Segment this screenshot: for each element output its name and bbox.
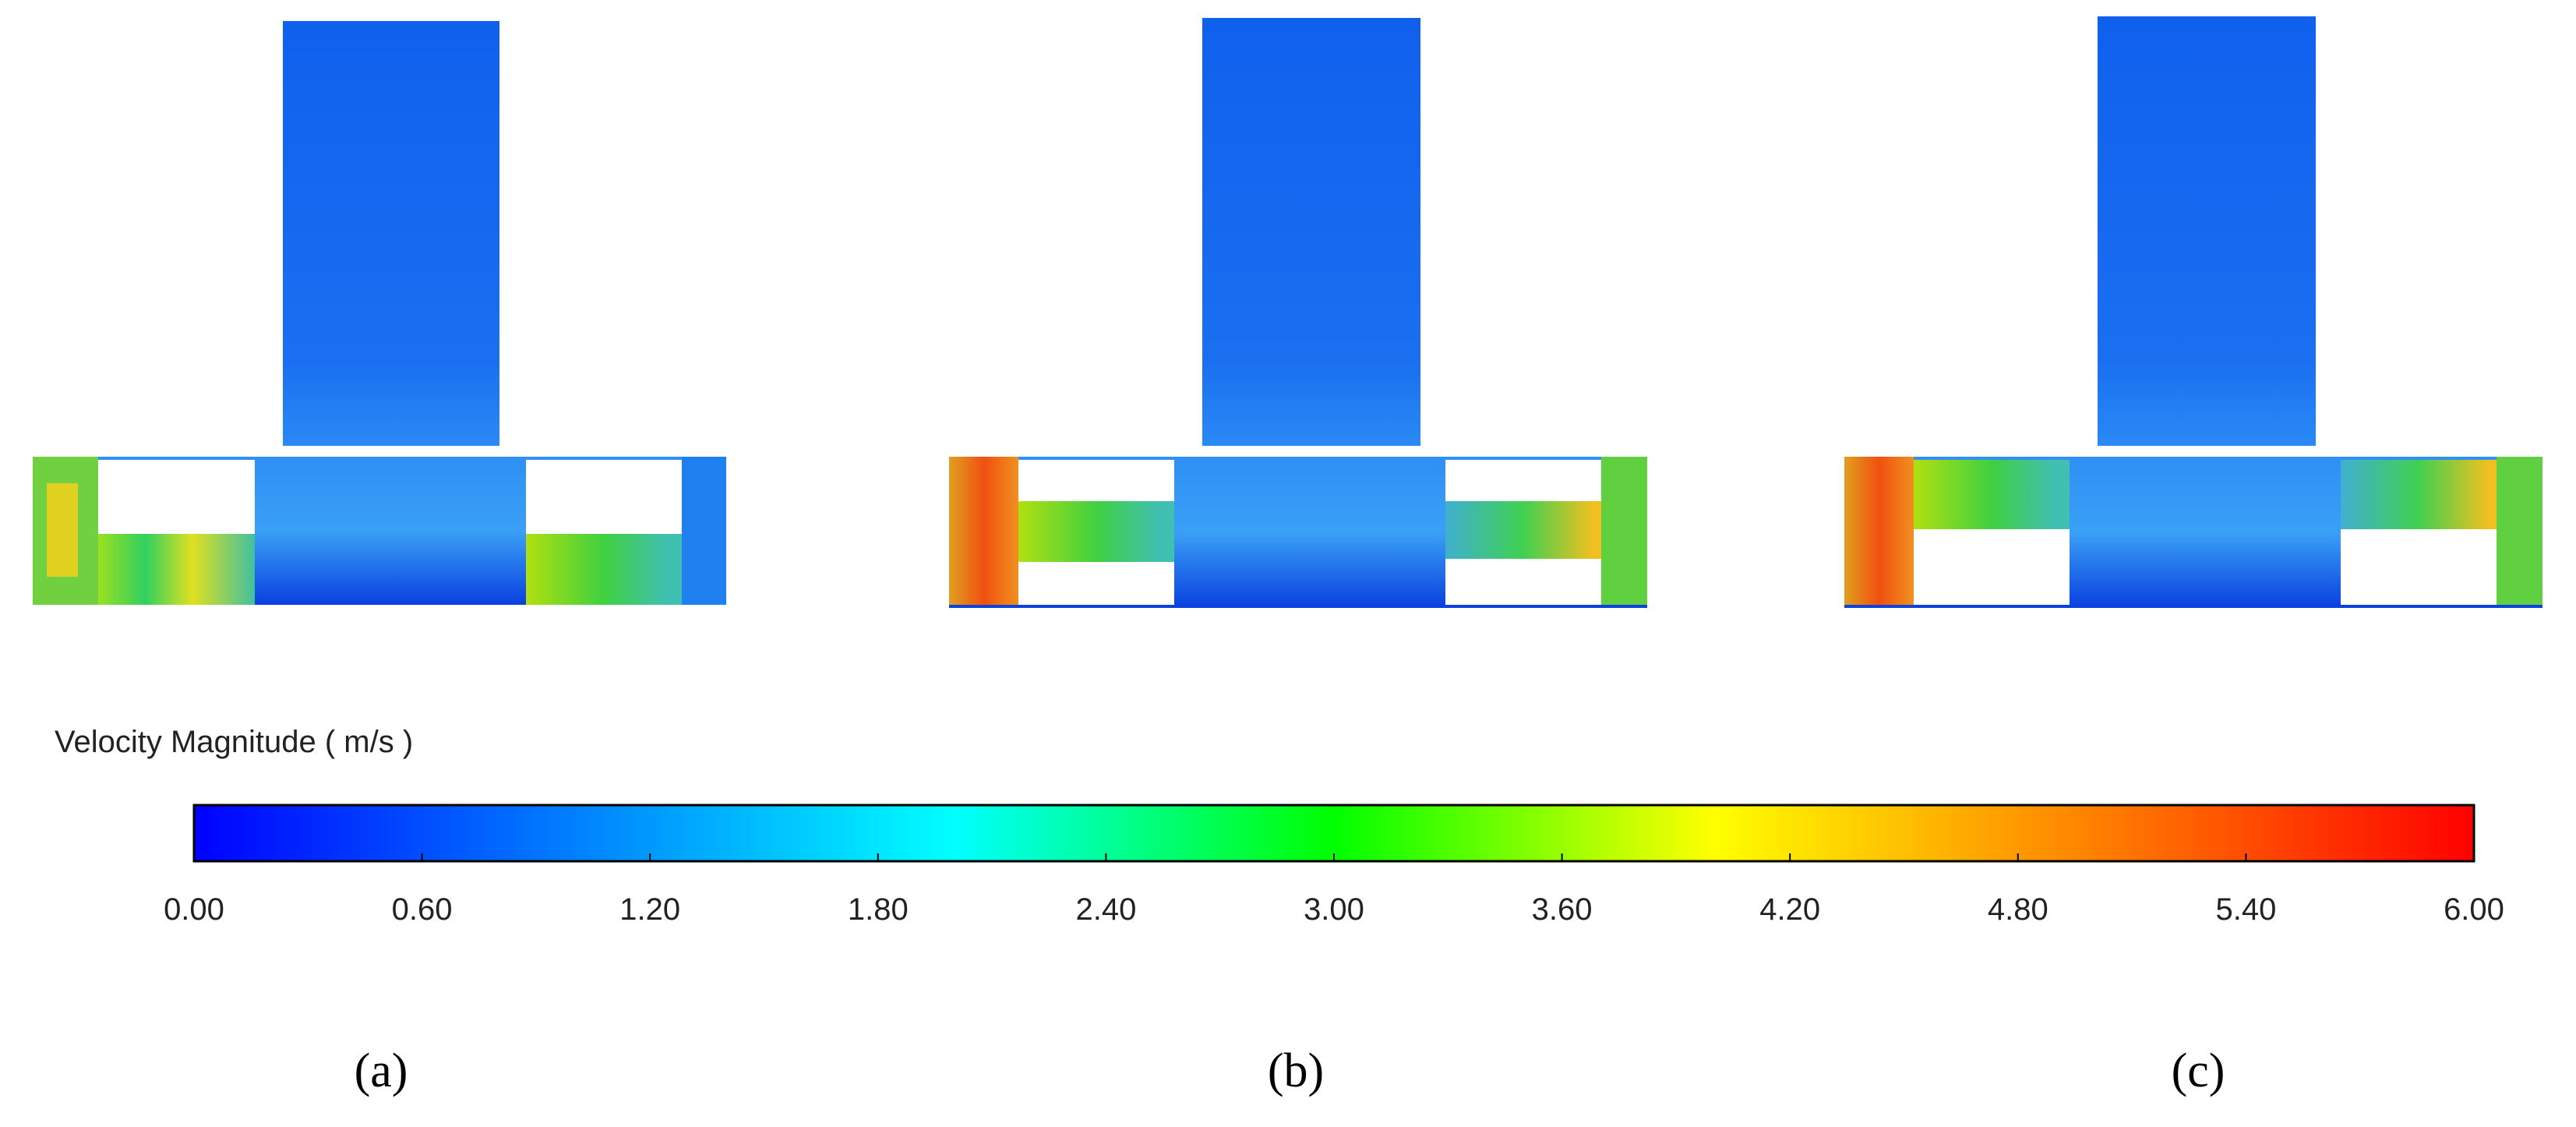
tick-label: 3.60 bbox=[1532, 892, 1593, 927]
panel-label: (b) bbox=[1268, 1044, 1324, 1097]
contour-panel-c bbox=[1844, 16, 2542, 608]
tick-label: 4.80 bbox=[1988, 892, 2048, 927]
panel-label: (c) bbox=[2172, 1044, 2225, 1097]
panel-labels: (a) (b) (c) bbox=[355, 1044, 2225, 1097]
contour-panel-a bbox=[33, 21, 726, 605]
tick-label: 6.00 bbox=[2444, 892, 2504, 927]
tick-label: 2.40 bbox=[1075, 892, 1136, 927]
tick-label: 5.40 bbox=[2215, 892, 2276, 927]
tick-label: 0.00 bbox=[164, 892, 224, 927]
tick-label: 4.20 bbox=[1759, 892, 1820, 927]
contour-panel-b bbox=[949, 18, 1647, 608]
tick-label: 0.60 bbox=[392, 892, 453, 927]
colorbar-ticks: 0.00 0.60 1.20 1.80 2.40 3.00 3.60 4.20 4.80 5.40… bbox=[164, 853, 2504, 927]
tick-label: 3.00 bbox=[1304, 892, 1364, 927]
tick-label: 1.20 bbox=[619, 892, 680, 927]
colorbar-title: Velocity Magnitude ( m/s ) bbox=[55, 725, 413, 759]
panel-label: (a) bbox=[355, 1044, 408, 1097]
colorbar bbox=[192, 804, 2475, 863]
tick-label: 1.80 bbox=[848, 892, 909, 927]
